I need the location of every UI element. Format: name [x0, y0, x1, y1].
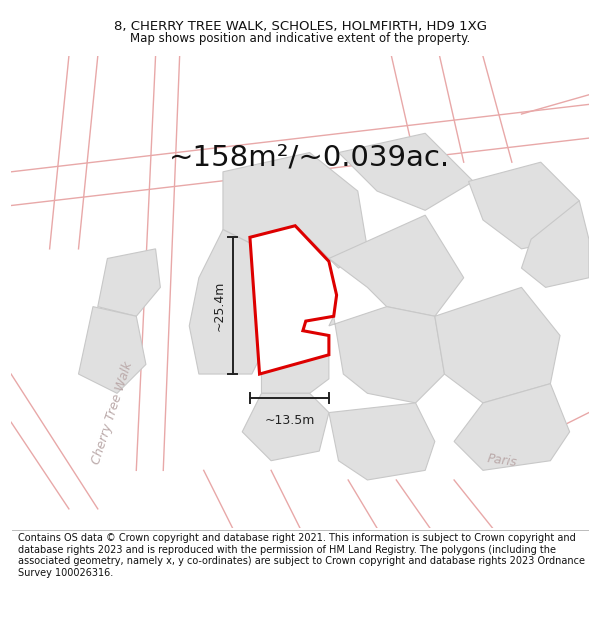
Text: Map shows position and indicative extent of the property.: Map shows position and indicative extent…: [130, 32, 470, 45]
Polygon shape: [79, 307, 146, 393]
Text: Cherry Tree Walk: Cherry Tree Walk: [89, 359, 135, 466]
Polygon shape: [262, 331, 329, 393]
Polygon shape: [223, 152, 367, 268]
Polygon shape: [189, 229, 262, 374]
Polygon shape: [329, 307, 445, 403]
Polygon shape: [338, 133, 473, 211]
Polygon shape: [329, 403, 435, 480]
Text: 8, CHERRY TREE WALK, SCHOLES, HOLMFIRTH, HD9 1XG: 8, CHERRY TREE WALK, SCHOLES, HOLMFIRTH,…: [113, 20, 487, 32]
Polygon shape: [242, 393, 329, 461]
Polygon shape: [250, 226, 337, 374]
Text: ~158m²/~0.039ac.: ~158m²/~0.039ac.: [169, 143, 450, 171]
Polygon shape: [521, 201, 589, 288]
Polygon shape: [469, 162, 579, 249]
Text: Paris: Paris: [487, 452, 518, 469]
Polygon shape: [435, 288, 560, 403]
Text: Contains OS data © Crown copyright and database right 2021. This information is : Contains OS data © Crown copyright and d…: [18, 533, 585, 578]
Polygon shape: [454, 384, 569, 471]
Polygon shape: [98, 249, 160, 316]
Polygon shape: [329, 215, 464, 316]
Text: ~25.4m: ~25.4m: [213, 281, 226, 331]
Text: ~13.5m: ~13.5m: [264, 414, 314, 426]
Text: 8: 8: [302, 338, 317, 362]
